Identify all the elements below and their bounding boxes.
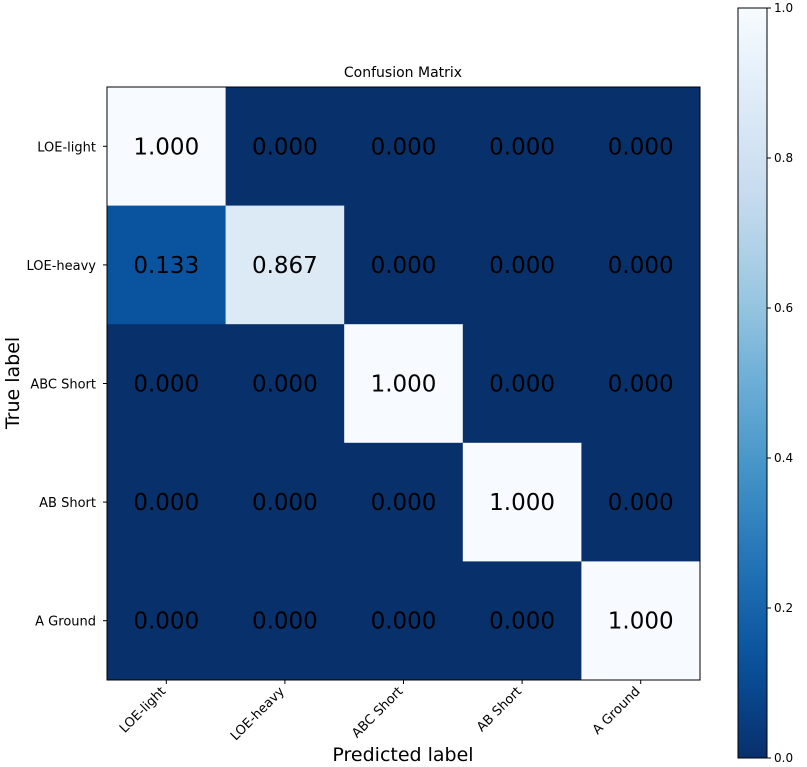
x-tick-label: ABC Short	[349, 684, 406, 741]
cell-value-label: 1.000	[371, 372, 437, 398]
cell-value-label: 0.000	[608, 372, 674, 398]
colorbar-tick-label: 0.6	[774, 301, 793, 315]
heatmap-cell	[225, 442, 345, 562]
heatmap-cell	[344, 205, 464, 325]
heatmap-cell	[344, 87, 464, 207]
x-tick-label: LOE-light	[117, 684, 169, 736]
colorbar-tick-label: 0.0	[774, 751, 793, 765]
cell-value-label: 0.000	[252, 490, 318, 516]
heatmap-cells	[107, 87, 701, 681]
y-axis-ticks: LOE-light LOE-heavy ABC Short AB Short A Gro…	[26, 140, 107, 630]
cell-value-label: 0.000	[252, 609, 318, 635]
cell-value-label: 0.000	[252, 134, 318, 160]
cell-value-label: 0.000	[371, 134, 437, 160]
colorbar-tick-label: 0.8	[774, 151, 793, 165]
heatmap-cell-labels: 1.000 0.000 0.000 0.000 0.000 0.133 0.867 0.000…	[133, 134, 673, 634]
cell-value-label: 0.867	[252, 253, 318, 279]
heatmap-cell	[107, 87, 227, 207]
heatmap-cell	[581, 442, 701, 562]
heatmap-cell	[462, 442, 582, 562]
heatmap-cell	[225, 324, 345, 444]
heatmap-cell	[107, 205, 227, 325]
x-tick-label: A Ground	[590, 684, 644, 738]
x-tick-label: AB Short	[474, 684, 525, 735]
cell-value-label: 1.000	[489, 490, 555, 516]
cell-value-label: 1.000	[133, 134, 199, 160]
y-tick-label: LOE-heavy	[26, 259, 96, 274]
cell-value-label: 0.000	[489, 372, 555, 398]
cell-value-label: 0.000	[489, 609, 555, 635]
heatmap-cell	[581, 87, 701, 207]
cell-value-label: 0.000	[252, 372, 318, 398]
heatmap-cell	[462, 324, 582, 444]
heatmap-cell	[462, 87, 582, 207]
heatmap-cell	[462, 205, 582, 325]
cell-value-label: 0.000	[489, 134, 555, 160]
colorbar-tick-label: 0.2	[774, 601, 793, 615]
cell-value-label: 0.000	[133, 490, 199, 516]
heatmap-cell	[581, 205, 701, 325]
heatmap-cell	[107, 561, 227, 681]
heatmap-cell	[581, 561, 701, 681]
heatmap-cell	[344, 561, 464, 681]
cell-value-label: 1.000	[608, 609, 674, 635]
colorbar-tick-label: 0.4	[774, 451, 793, 465]
cell-value-label: 0.000	[608, 134, 674, 160]
cell-value-label: 0.000	[133, 372, 199, 398]
cell-value-label: 0.000	[608, 253, 674, 279]
y-tick-label: LOE-light	[37, 140, 96, 155]
cell-value-label: 0.000	[608, 490, 674, 516]
heatmap-cell	[462, 561, 582, 681]
heatmap-cell	[225, 205, 345, 325]
cell-value-label: 0.000	[371, 609, 437, 635]
x-axis-ticks: LOE-light LOE-heavy ABC Short AB Short A Gro…	[117, 680, 644, 744]
heatmap-cell	[225, 87, 345, 207]
y-tick-label: A Ground	[35, 615, 96, 630]
cell-value-label: 0.000	[371, 253, 437, 279]
y-tick-label: ABC Short	[30, 378, 96, 393]
cell-value-label: 0.133	[133, 253, 199, 279]
cell-value-label: 0.000	[371, 490, 437, 516]
y-axis-label: True label	[2, 337, 24, 430]
heatmap-cell	[344, 324, 464, 444]
heatmap-cell	[344, 442, 464, 562]
y-tick-label: AB Short	[39, 496, 96, 511]
cell-value-label: 0.000	[489, 253, 555, 279]
chart-title: Confusion Matrix	[344, 65, 462, 81]
x-axis-label: Predicted label	[332, 744, 473, 766]
cell-value-label: 0.000	[133, 609, 199, 635]
heatmap-cell	[581, 324, 701, 444]
heatmap-cell	[225, 561, 345, 681]
colorbar-ticks: 0.0 0.2 0.4 0.6 0.8 1.0	[767, 1, 793, 765]
colorbar	[737, 7, 768, 759]
heatmap-cell	[107, 324, 227, 444]
heatmap-cell	[107, 442, 227, 562]
x-tick-label: LOE-heavy	[228, 684, 288, 744]
colorbar-tick-label: 1.0	[774, 1, 793, 15]
